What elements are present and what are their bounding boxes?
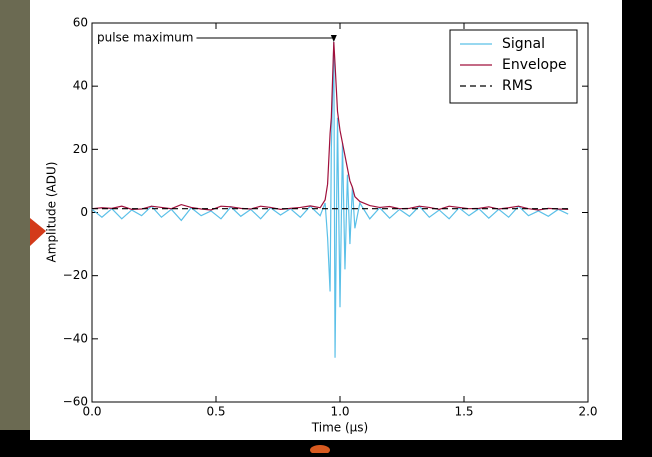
y-tick-label: 20 [73, 142, 88, 156]
x-tick-label: 2.0 [578, 405, 597, 419]
y-tick-label: −60 [63, 395, 88, 409]
y-tick-label: 40 [73, 79, 88, 93]
x-tick-label: 1.0 [330, 405, 349, 419]
left-photo-strip [0, 0, 32, 430]
y-tick-label: −40 [63, 331, 88, 345]
y-tick-label: 0 [80, 205, 88, 219]
x-tick-label: 1.5 [454, 405, 473, 419]
annotation-text: pulse maximum [97, 31, 193, 45]
x-axis-label: Time (μs) [311, 421, 368, 435]
y-tick-label: −20 [63, 268, 88, 282]
y-axis-label: Amplitude (ADU) [45, 162, 59, 263]
y-tick-label: 60 [73, 16, 88, 30]
legend-label: Envelope [502, 57, 567, 73]
legend-label: Signal [502, 36, 545, 52]
x-tick-label: 0.5 [206, 405, 225, 419]
legend-label: RMS [502, 78, 533, 94]
